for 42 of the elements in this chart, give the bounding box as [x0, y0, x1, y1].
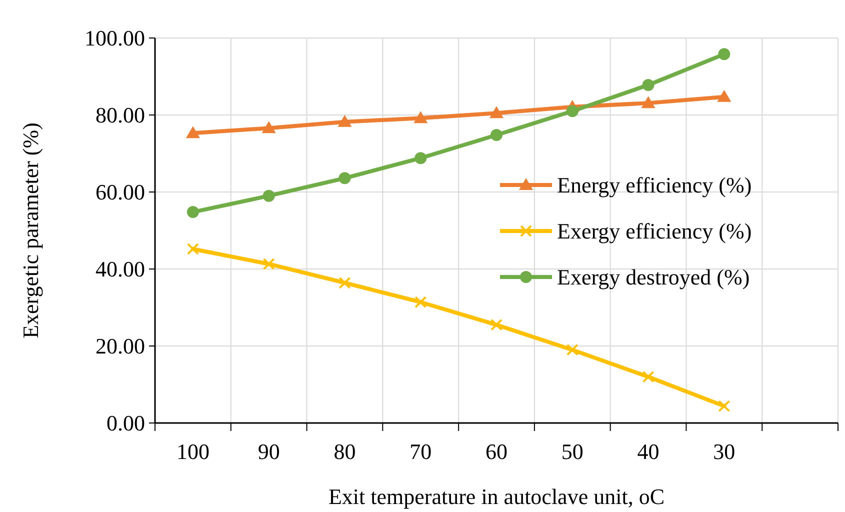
- x-axis-title: Exit temperature in autoclave unit, oC: [328, 484, 665, 509]
- point: [414, 296, 427, 308]
- point: [642, 370, 654, 383]
- point: [566, 105, 578, 118]
- point: [566, 344, 578, 356]
- y-tick-label: 80.00: [96, 102, 145, 128]
- point: [490, 318, 502, 331]
- point: [186, 126, 200, 138]
- point: [414, 111, 428, 124]
- point: [642, 78, 654, 91]
- legend-label: Exergy efficiency (%): [557, 218, 752, 244]
- y-tick-label: 20.00: [96, 334, 145, 359]
- point: [490, 129, 502, 142]
- point: [262, 190, 275, 202]
- x-tick-label: 90: [258, 439, 280, 464]
- legend-label: Exergy destroyed (%): [557, 264, 750, 290]
- point: [641, 96, 656, 108]
- point: [718, 400, 730, 412]
- y-tick-label: 0.00: [106, 410, 145, 436]
- x-tick-label: 100: [176, 439, 210, 464]
- point: [262, 258, 275, 270]
- point: [490, 106, 504, 118]
- y-axis-title: Exergetic parameter (%): [18, 122, 43, 338]
- point: [414, 152, 427, 164]
- legend-label: Energy efficiency (%): [557, 172, 752, 198]
- point: [338, 114, 352, 127]
- x-tick-label: 30: [713, 439, 736, 464]
- y-tick-label: 60.00: [96, 180, 145, 205]
- point: [338, 276, 351, 289]
- x-tick-label: 50: [561, 439, 584, 464]
- point: [186, 206, 199, 218]
- y-tick-label: 100.00: [84, 26, 145, 51]
- point: [338, 172, 351, 184]
- x-tick-label: 80: [334, 439, 356, 464]
- point: [718, 48, 730, 60]
- x-tick-label: 60: [486, 439, 508, 464]
- point: [186, 242, 199, 255]
- x-tick-label: 40: [637, 439, 660, 464]
- y-tick-label: 40.00: [96, 256, 145, 282]
- point: [717, 90, 732, 102]
- x-tick-label: 70: [410, 439, 432, 464]
- point: [262, 121, 276, 134]
